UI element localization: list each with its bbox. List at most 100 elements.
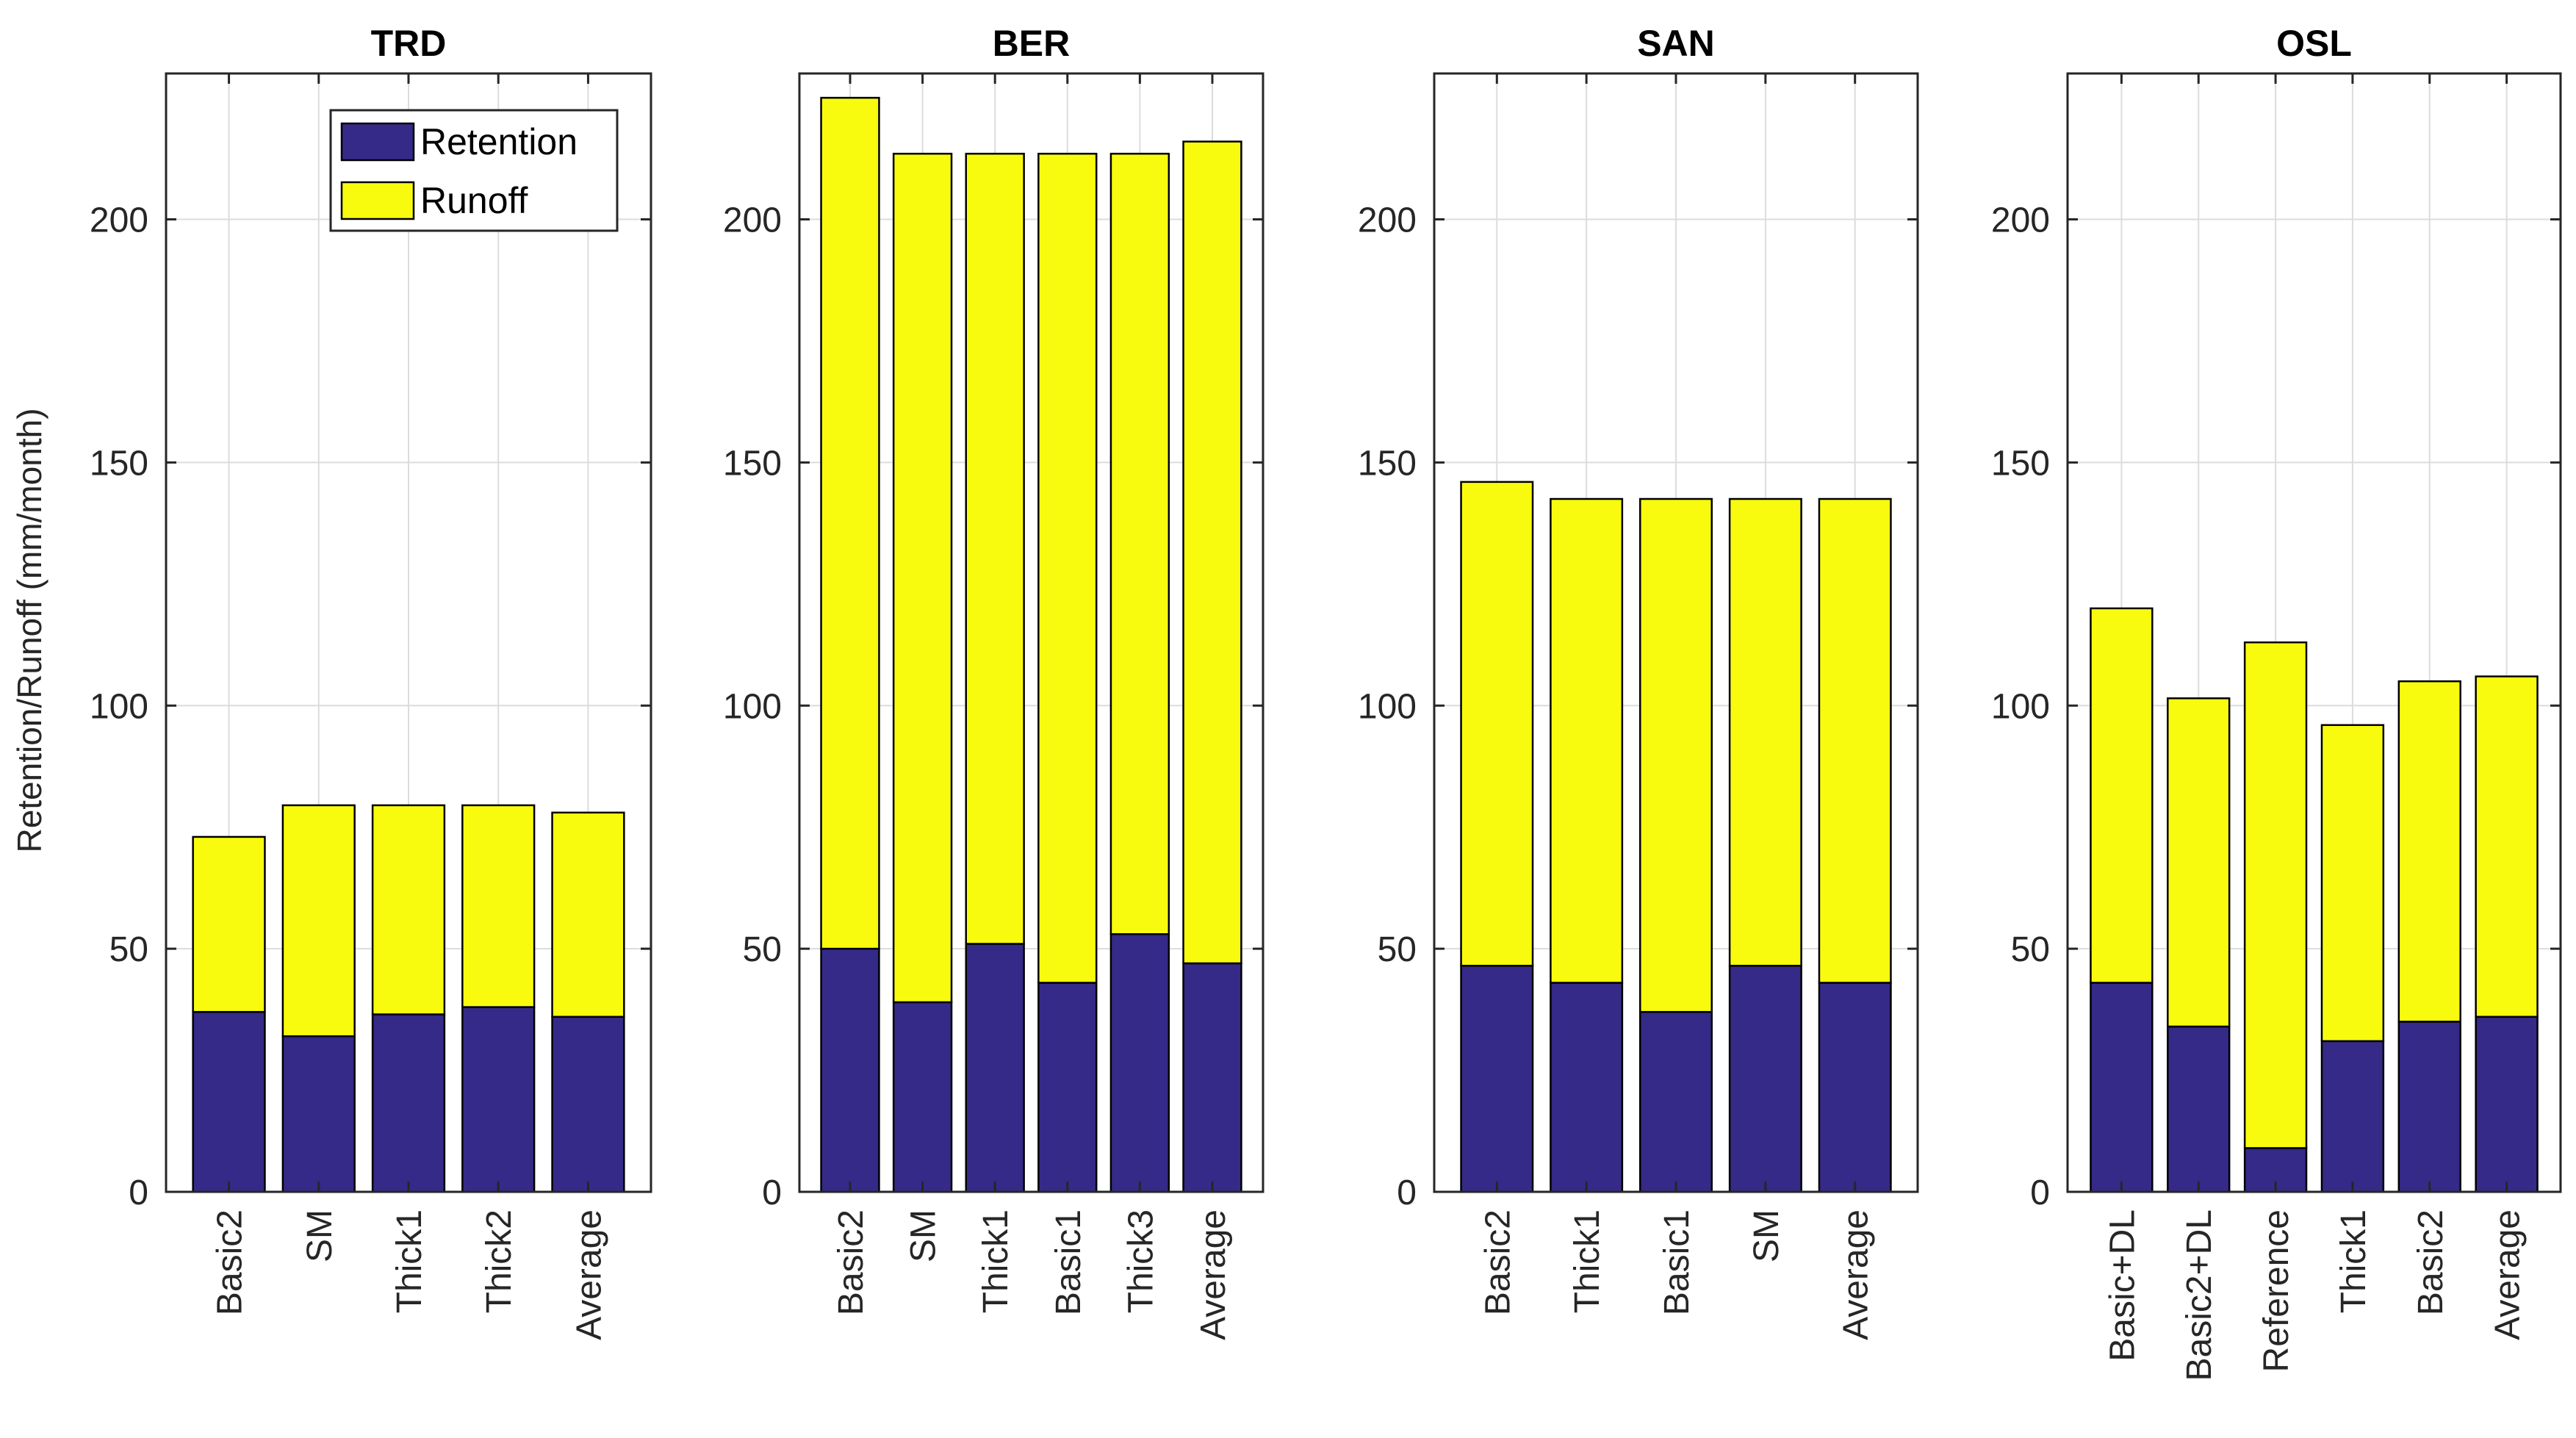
- y-tick-label: 50: [2011, 930, 2050, 969]
- y-tick-label: 100: [1991, 687, 2050, 726]
- bar-retention: [551, 1015, 625, 1193]
- y-axis-label: Retention/Runoff (mm/month): [10, 408, 48, 852]
- x-tick-label: Average: [1194, 1209, 1233, 1340]
- bar-retention: [2320, 1040, 2385, 1193]
- y-tick-label: 50: [109, 930, 148, 969]
- bar-runoff: [461, 804, 536, 1008]
- bar-runoff: [2475, 675, 2539, 1018]
- y-tick-label: 200: [90, 201, 148, 240]
- x-tick-label: Thick1: [2334, 1209, 2373, 1313]
- bar-retention: [371, 1013, 446, 1193]
- y-tick-label: 50: [1378, 930, 1417, 969]
- bar-runoff: [2397, 680, 2461, 1023]
- bar-runoff: [2090, 607, 2154, 984]
- x-tick-label: Basic2: [832, 1209, 871, 1315]
- legend-label-runoff: Runoff: [420, 180, 528, 221]
- x-tick-label: Basic+DL: [2103, 1209, 2142, 1362]
- panel-trd: TRD 0 50 100 150 200 Basic2 SM Thick1 Thick2 Avera…: [90, 23, 652, 1340]
- y-tick-label: 0: [1397, 1173, 1417, 1212]
- y-tick-label: 150: [1358, 444, 1417, 483]
- x-tick-label: SM: [1747, 1209, 1786, 1262]
- axes-frame: [798, 72, 1264, 1193]
- x-tick-label: Reference: [2257, 1209, 2296, 1372]
- bar-runoff: [965, 152, 1025, 945]
- x-tick-label: Thick1: [1568, 1209, 1607, 1313]
- legend: Retention Runoff: [329, 109, 619, 232]
- bar-runoff: [2243, 641, 2308, 1149]
- bar-retention: [965, 943, 1025, 1193]
- bar-retention: [820, 947, 880, 1193]
- chart-panels: TRD 0 50 100 150 200 Basic2 SM Thick1 Thick2 Avera…: [90, 23, 2562, 1381]
- x-tick-label: Average: [1837, 1209, 1876, 1340]
- panel-osl: OSL 0 50 100 150 200 Basic+DL Basic2+DL Referenc…: [1991, 23, 2562, 1381]
- bar-runoff: [1818, 497, 1892, 984]
- panel-title: BER: [993, 23, 1071, 64]
- bar-runoff: [1639, 497, 1713, 1013]
- bar-retention: [2167, 1025, 2231, 1193]
- bar-retention: [1109, 933, 1170, 1193]
- bar-runoff: [192, 835, 266, 1013]
- panel-title: OSL: [2276, 23, 2352, 64]
- y-tick-label: 150: [723, 444, 782, 483]
- bar-retention: [1550, 982, 1624, 1193]
- bar-runoff: [1728, 497, 1802, 967]
- x-tick-label: Thick1: [390, 1209, 429, 1313]
- bar-runoff: [2320, 724, 2385, 1043]
- y-tick-label: 0: [2030, 1173, 2050, 1212]
- bar-runoff: [1109, 152, 1170, 935]
- bar-retention: [1460, 965, 1534, 1193]
- bar-retention: [2090, 982, 2154, 1193]
- y-tick-label: 150: [90, 444, 148, 483]
- x-tick-label: SM: [904, 1209, 943, 1262]
- y-tick-label: 100: [1358, 687, 1417, 726]
- x-tick-label: Average: [569, 1209, 608, 1340]
- bar-retention: [2397, 1021, 2461, 1193]
- y-tick-label: 100: [90, 687, 148, 726]
- bar-retention: [1037, 982, 1098, 1193]
- x-tick-label: Basic1: [1049, 1209, 1088, 1315]
- bar-runoff: [892, 152, 953, 1004]
- y-tick-label: 200: [1358, 201, 1417, 240]
- bar-retention: [1639, 1010, 1713, 1193]
- x-tick-label: Thick1: [976, 1209, 1015, 1313]
- bar-retention: [281, 1035, 356, 1193]
- x-tick-label: Average: [2489, 1209, 2528, 1340]
- x-tick-label: Basic2: [211, 1209, 250, 1315]
- legend-swatch-runoff: [340, 181, 415, 220]
- x-tick-label: Basic1: [1658, 1209, 1697, 1315]
- bar-retention: [1728, 965, 1802, 1193]
- axes-frame: [2066, 72, 2562, 1193]
- x-tick-label: Basic2+DL: [2180, 1209, 2219, 1381]
- bar-runoff: [371, 804, 446, 1015]
- x-tick-label: Thick2: [480, 1209, 519, 1313]
- y-tick-label: 0: [762, 1173, 782, 1212]
- bar-runoff: [281, 804, 356, 1038]
- panel-san: SAN 0 50 100 150 200 Basic2 Thick1 Basic1 SM Avera…: [1358, 23, 1919, 1340]
- y-tick-label: 0: [129, 1173, 148, 1212]
- bar-retention: [892, 1001, 953, 1193]
- x-tick-label: Basic2: [2411, 1209, 2450, 1315]
- bar-retention: [1818, 982, 1892, 1193]
- bar-runoff: [1460, 481, 1534, 967]
- x-tick-label: Basic2: [1478, 1209, 1517, 1315]
- axes-frame: [165, 72, 652, 1193]
- y-tick-label: 50: [743, 930, 782, 969]
- bar-runoff: [1550, 497, 1624, 984]
- bar-runoff: [551, 811, 625, 1018]
- bar-retention: [461, 1006, 536, 1193]
- y-tick-label: 200: [1991, 201, 2050, 240]
- legend-swatch-retention: [340, 122, 415, 162]
- bar-runoff: [2167, 697, 2231, 1028]
- bar-retention: [192, 1010, 266, 1193]
- panel-title: TRD: [371, 23, 447, 64]
- x-tick-label: SM: [301, 1209, 339, 1262]
- bar-retention: [2475, 1015, 2539, 1193]
- axes-frame: [1433, 72, 1919, 1193]
- legend-label-retention: Retention: [420, 121, 578, 162]
- bar-runoff: [1182, 140, 1242, 965]
- x-tick-label: Thick3: [1121, 1209, 1160, 1313]
- panel-ber: BER 0 50 100 150 200 Basic2 SM Thick1 Basic1 Thick…: [723, 23, 1264, 1340]
- y-tick-label: 200: [723, 201, 782, 240]
- bar-retention: [1182, 962, 1242, 1193]
